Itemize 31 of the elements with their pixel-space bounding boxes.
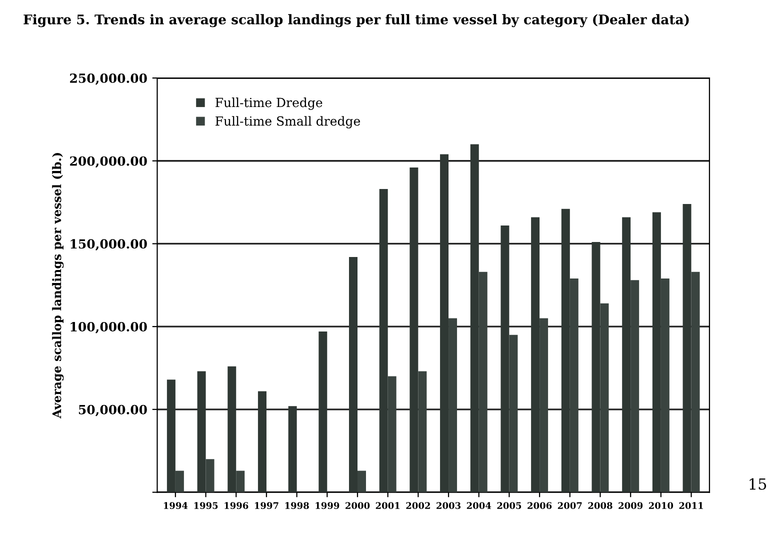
- x-tick-label: 1994: [164, 502, 188, 509]
- x-tick-label: 1997: [255, 502, 278, 509]
- legend-label: Full-time Dredge: [216, 98, 322, 110]
- y-tick-label: 250,000.00: [70, 73, 147, 85]
- x-tick-label: 2006: [528, 502, 552, 509]
- x-tick-label: 2008: [588, 502, 612, 509]
- x-tick-label: 2002: [406, 502, 430, 509]
- bar: [318, 332, 328, 492]
- text: 15: [750, 478, 766, 490]
- x-tick-label: 2010: [648, 502, 674, 509]
- y-axis-title: Average scallop landings per vessel (lb.): [52, 153, 64, 418]
- x-tick-label: 2009: [618, 502, 643, 509]
- y-tick-label: 150,000.00: [70, 239, 147, 251]
- x-tick-label: 2003: [436, 502, 461, 509]
- legend-label: Full-time Small dredge: [216, 116, 360, 128]
- x-tick-label: 2005: [497, 502, 522, 509]
- y-tick-label: 50,000.00: [78, 404, 147, 416]
- bar: [258, 391, 266, 492]
- bar: [288, 406, 297, 492]
- x-tick-label: 2007: [558, 502, 582, 509]
- y-tick-label: 100,000.00: [70, 322, 147, 334]
- x-tick-label: 1995: [194, 502, 218, 509]
- x-tick-label: 2004: [466, 502, 492, 509]
- x-tick-label: 1998: [285, 502, 309, 509]
- x-tick-label: 1999: [316, 502, 340, 509]
- x-tick-label: 2000: [346, 502, 370, 509]
- chart-title: Figure 5. Trends in average scallop landings per full time vessel by category (Dealer data): [24, 14, 689, 28]
- x-tick-label: 2011: [679, 502, 703, 509]
- x-tick-label: 2001: [376, 502, 400, 509]
- y-tick-label: 200,000.00: [70, 156, 147, 168]
- x-tick-label: 1996: [224, 502, 248, 509]
